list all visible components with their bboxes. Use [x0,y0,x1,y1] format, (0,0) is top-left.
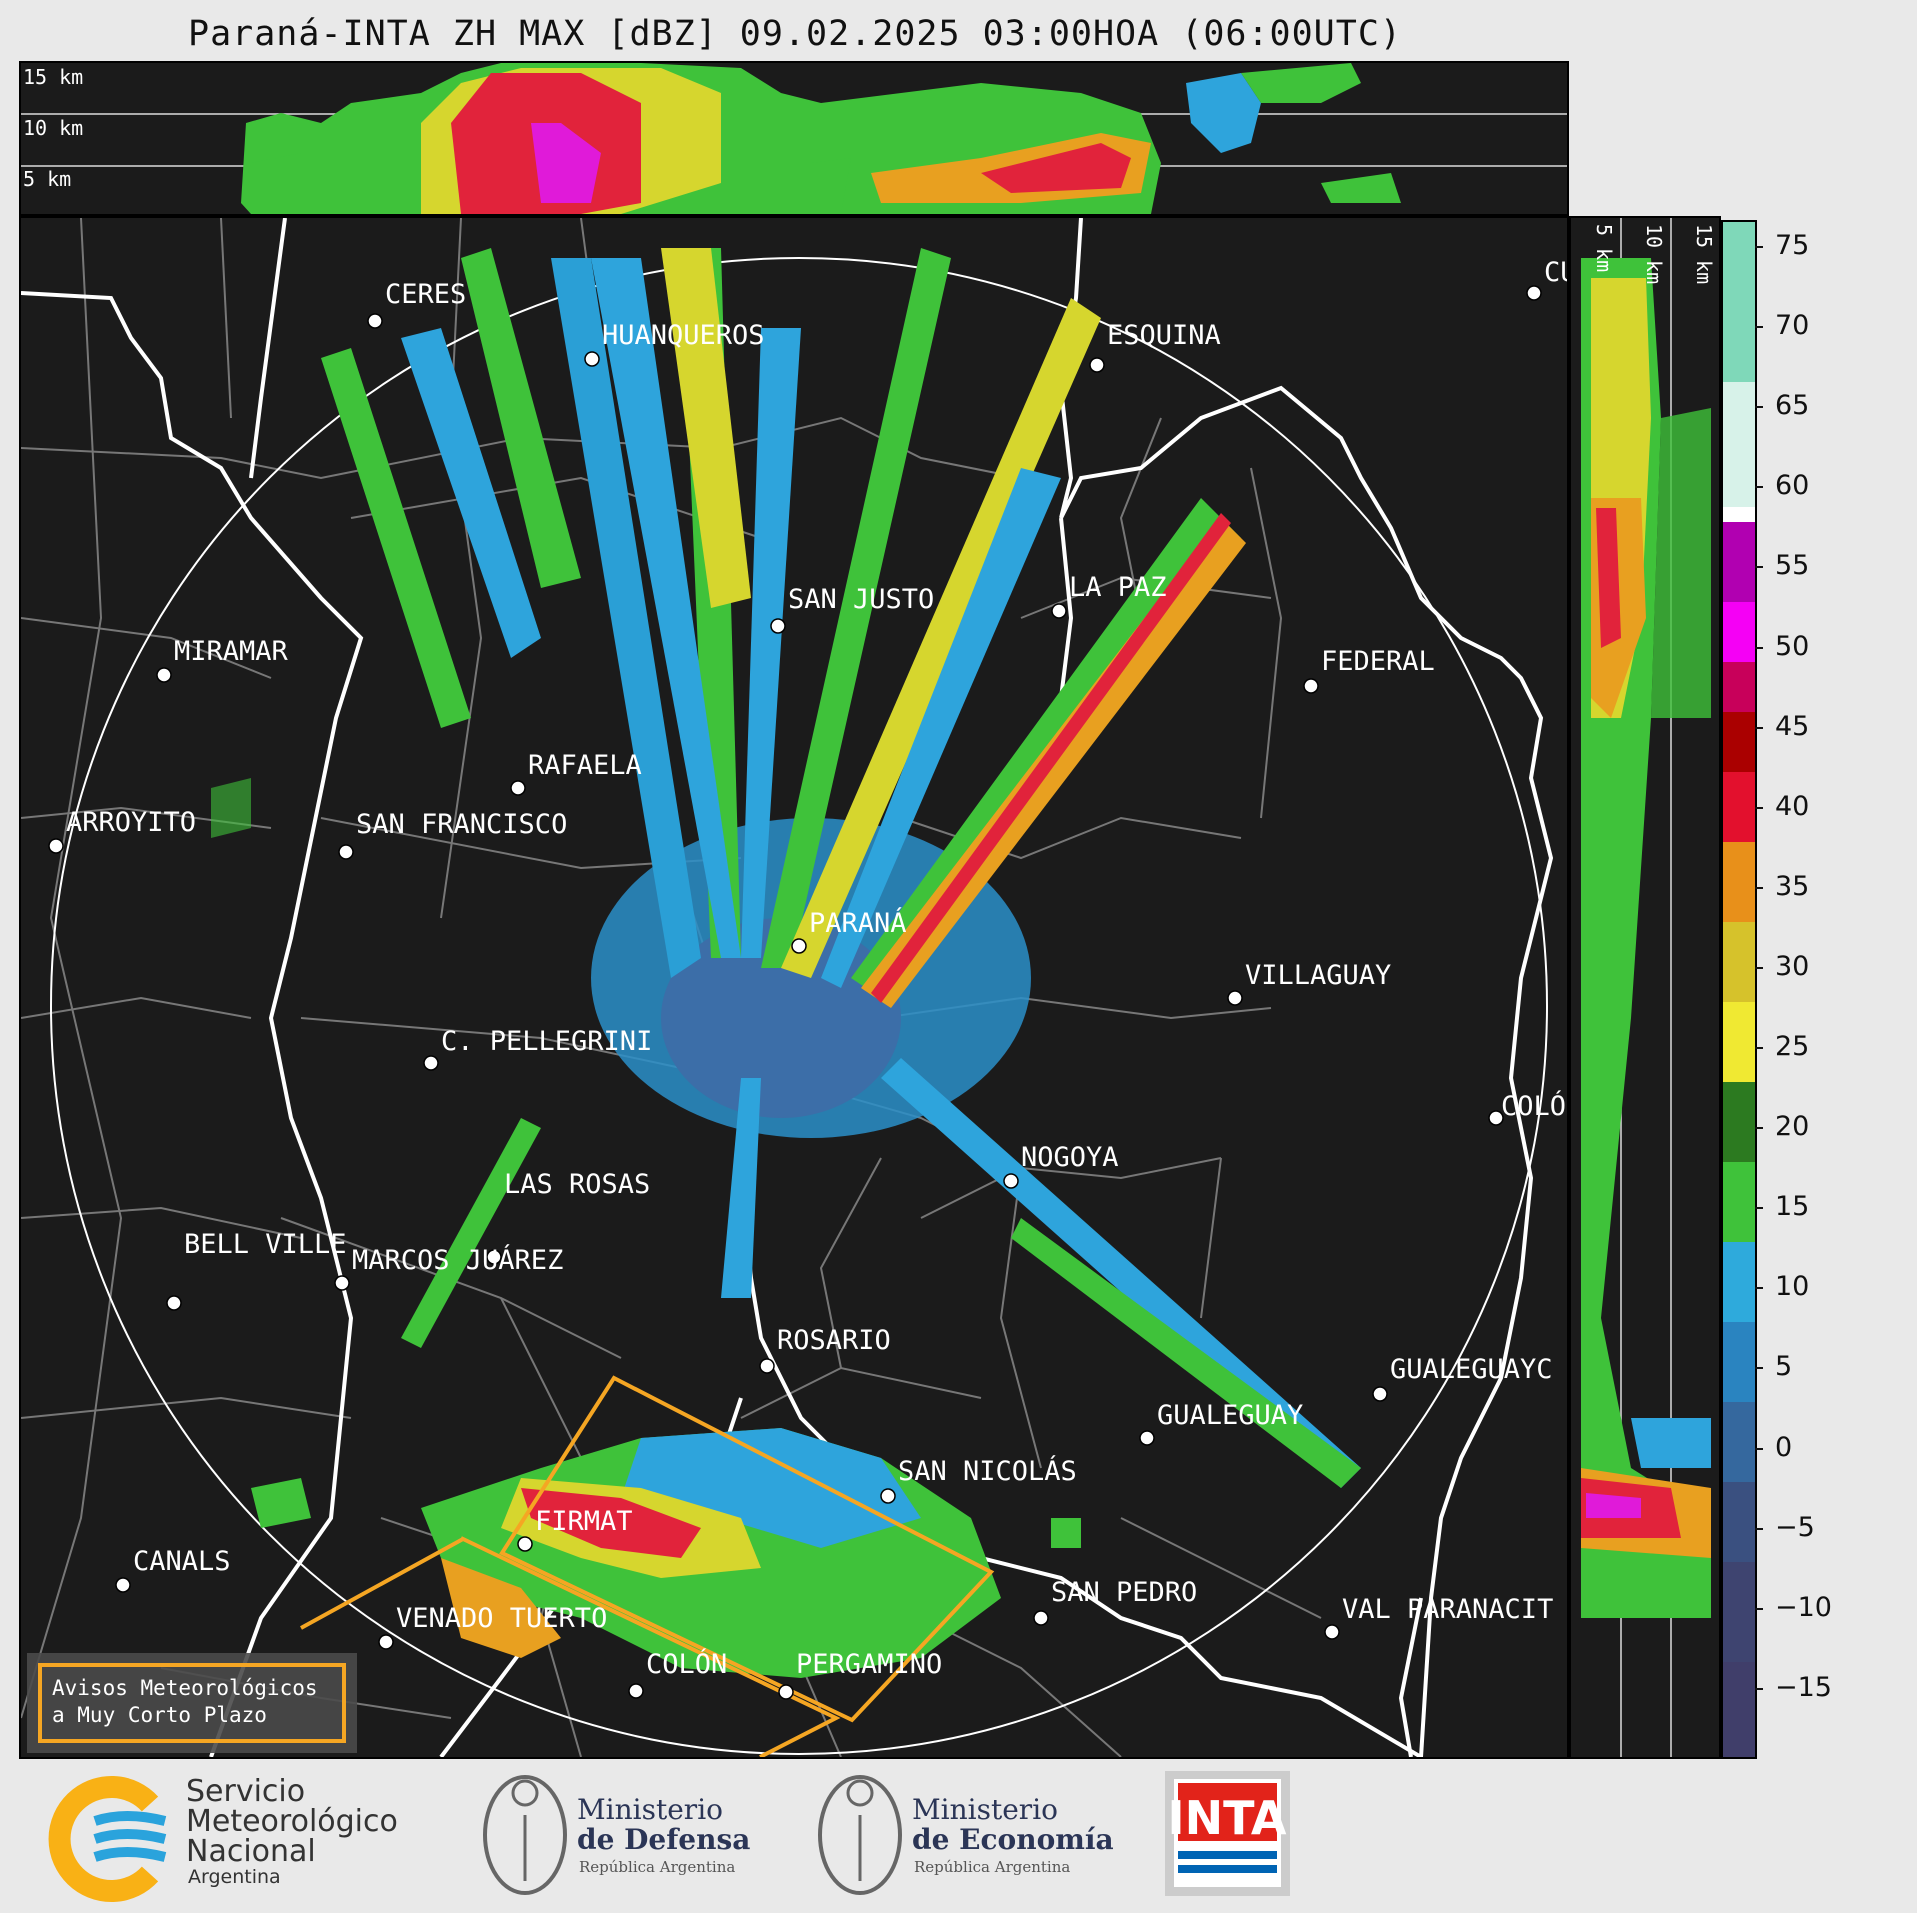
city-label-arroyito: ARROYITO [66,807,196,838]
city-label-san-nicolas: SAN NICOLÁS [898,1455,1077,1487]
smn-line4: Argentina [188,1866,281,1888]
colorbar-tick-label: 10 [1775,1271,1810,1303]
city-label-las-rosas: LAS ROSAS [504,1169,650,1200]
city-label-cu: CU [1544,257,1567,288]
dbz-colorbar-graphic [1723,222,1755,1757]
top-cross-section: 15 km 10 km 5 km [19,61,1569,216]
warning-legend: Avisos Meteorológicos a Muy Corto Plazo [27,1653,357,1753]
smn-logo: Servicio Meteorológico Nacional Argentin… [48,1774,398,1902]
smn-line2: Meteorológico [186,1804,398,1839]
inta-text: INTA [1167,1791,1286,1845]
dbz-colorbar [1721,220,1757,1759]
colorbar-tick-label: 15 [1775,1191,1810,1223]
city-label-marcos-juarez: MARCOS JUÁREZ [352,1244,563,1276]
colorbar-tick-label: 5 [1775,1351,1793,1383]
city-label-rosario: ROSARIO [777,1325,891,1356]
city-label-nogoya: NOGOYA [1021,1142,1119,1173]
colorbar-tick-label: 75 [1775,230,1810,261]
colorbar-tick-label: 35 [1775,870,1810,902]
right-cross-section-graphic: 5 km 10 km 15 km [1581,218,1716,1757]
chart-title: Paraná-INTA ZH MAX [dBZ] 09.02.2025 03:0… [188,14,1402,54]
right-height-label-15: 15 km [1692,224,1716,284]
warning-polygon-2[interactable] [300,1536,841,1757]
city-label-rafaela: RAFAELA [528,750,642,781]
radar-range-ring [50,257,1548,1755]
city-label-val-paranacit: VAL PARANACIT [1342,1594,1553,1625]
radar-map-graphic: CERES HUANQUEROS ESQUINA CU SAN JUSTO LA… [21,218,1567,1757]
colorbar-tick-label: 65 [1775,390,1810,422]
city-label-miramar: MIRAMAR [174,636,289,667]
top-cross-section-graphic: 15 km 10 km 5 km [21,63,1567,214]
colorbar-tick-label: −10 [1775,1591,1832,1623]
city-label-pergamino: PERGAMINO [796,1649,942,1680]
smn-line1: Servicio [186,1774,305,1809]
economia-line2: de Economía [912,1823,1114,1856]
footer-logos-graphic: Servicio Meteorológico Nacional Argentin… [48,1771,1290,1902]
radar-echoes [211,248,1361,1678]
city-label-ceres: CERES [385,279,466,310]
right-height-label-10: 10 km [1642,224,1666,284]
city-labels: CERES HUANQUEROS ESQUINA CU SAN JUSTO LA… [66,257,1567,1680]
city-label-san-pedro: SAN PEDRO [1051,1577,1197,1608]
top-echoes [241,63,1401,214]
colorbar-tick-label: 30 [1775,950,1810,982]
colorbar-tick-label: 55 [1775,550,1810,582]
city-label-villaguay: VILLAGUAY [1245,960,1391,991]
colorbar-tick-label: 50 [1775,630,1810,662]
city-label-esquina: ESQUINA [1107,320,1221,351]
smn-line3: Nacional [186,1834,316,1869]
city-label-gualeguay: GUALEGUAY [1157,1400,1303,1431]
colorbar-tick-label: 45 [1775,710,1810,742]
colorbar-tick-label: 60 [1775,470,1810,502]
city-label-san-francisco: SAN FRANCISCO [356,809,567,840]
top-height-label-10: 10 km [23,116,83,140]
city-label-la-paz: LA PAZ [1069,572,1167,603]
colorbar-tick-label: −5 [1775,1511,1815,1543]
top-height-label-15: 15 km [23,65,83,89]
economia-logo: Ministerio de Economía República Argenti… [818,1775,1114,1895]
radar-map[interactable]: CERES HUANQUEROS ESQUINA CU SAN JUSTO LA… [19,216,1569,1759]
colorbar-tick-label: 40 [1775,790,1810,822]
city-label-canals: CANALS [133,1546,231,1577]
right-echoes [1581,258,1711,1618]
city-label-bell-ville: BELL VILLE [184,1229,347,1260]
city-label-huanqueros: HUANQUEROS [602,320,765,351]
city-label-c-pellegrini: C. PELLEGRINI [441,1026,652,1057]
city-label-colon-er: COLÓ [1501,1090,1566,1122]
defensa-line1: Ministerio [577,1793,723,1826]
defensa-line3: República Argentina [579,1858,735,1876]
warning-legend-line1: Avisos Meteorológicos [52,1676,318,1700]
economia-line1: Ministerio [912,1793,1058,1826]
warning-legend-line2: a Muy Corto Plazo [52,1703,267,1727]
city-markers [48,285,1542,1700]
colorbar-tick-label: −15 [1775,1671,1832,1703]
footer-logos: Servicio Meteorológico Nacional Argentin… [0,1759,1917,1909]
colorbar-tick-label: 0 [1775,1431,1793,1463]
colorbar-tick-label: 25 [1775,1031,1810,1062]
right-cross-section: 5 km 10 km 15 km [1569,216,1721,1759]
defensa-logo: Ministerio de Defensa República Argentin… [483,1775,750,1895]
warning-polygons [300,1375,995,1757]
city-label-firmat: FIRMAT [535,1506,633,1537]
colorbar-tick-label: 20 [1775,1111,1810,1143]
inta-logo: INTA [1165,1771,1290,1896]
city-label-colon-ba: COLÓN [646,1648,727,1680]
city-label-venado-tuerto: VENADO TUERTO [396,1603,607,1634]
defensa-line2: de Defensa [577,1823,750,1856]
right-height-label-5: 5 km [1592,224,1616,272]
colorbar-tick-label: 70 [1775,310,1810,342]
city-label-parana: PARANÁ [809,907,907,939]
city-label-san-justo: SAN JUSTO [788,584,934,615]
city-label-federal: FEDERAL [1321,646,1435,677]
city-label-gualeguayc: GUALEGUAYC [1390,1354,1553,1385]
economia-line3: República Argentina [914,1858,1070,1876]
warning-polygon-1[interactable] [499,1375,995,1723]
top-height-label-5: 5 km [23,167,71,191]
